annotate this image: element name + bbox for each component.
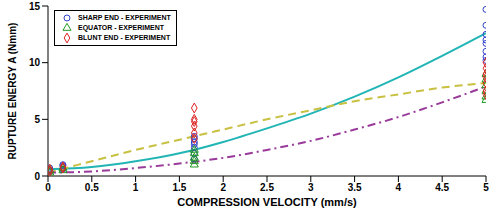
html-text:BLUNT END - EXPERIMENT: BLUNT END - EXPERIMENT (78, 34, 171, 41)
svg-text:COMPRESSION VELOCITY (mm/s): COMPRESSION VELOCITY (mm/s) (177, 196, 357, 208)
svg-text:2: 2 (220, 182, 226, 193)
svg-text:1.5: 1.5 (172, 182, 186, 193)
svg-text:4: 4 (396, 182, 402, 193)
svg-text:0.5: 0.5 (85, 182, 99, 193)
svg-text:5: 5 (34, 114, 40, 125)
svg-text:10: 10 (29, 57, 41, 68)
svg-text:1: 1 (133, 182, 139, 193)
svg-text:2.5: 2.5 (260, 182, 274, 193)
html-text:EQUATOR - EXPERIMENT: EQUATOR - EXPERIMENT (78, 24, 165, 31)
svg-text:3.5: 3.5 (348, 182, 362, 193)
svg-text:0: 0 (34, 171, 40, 182)
svg-text:4.5: 4.5 (435, 182, 449, 193)
svg-text:3: 3 (308, 182, 314, 193)
svg-text:RUPTURE ENERGY A (Nmm): RUPTURE ENERGY A (Nmm) (8, 23, 18, 160)
svg-text:5: 5 (483, 182, 489, 193)
svg-text:0: 0 (45, 182, 51, 193)
html-text:SHARP END - EXPERIMENT: SHARP END - EXPERIMENT (78, 14, 171, 21)
svg-text:15: 15 (29, 1, 41, 12)
